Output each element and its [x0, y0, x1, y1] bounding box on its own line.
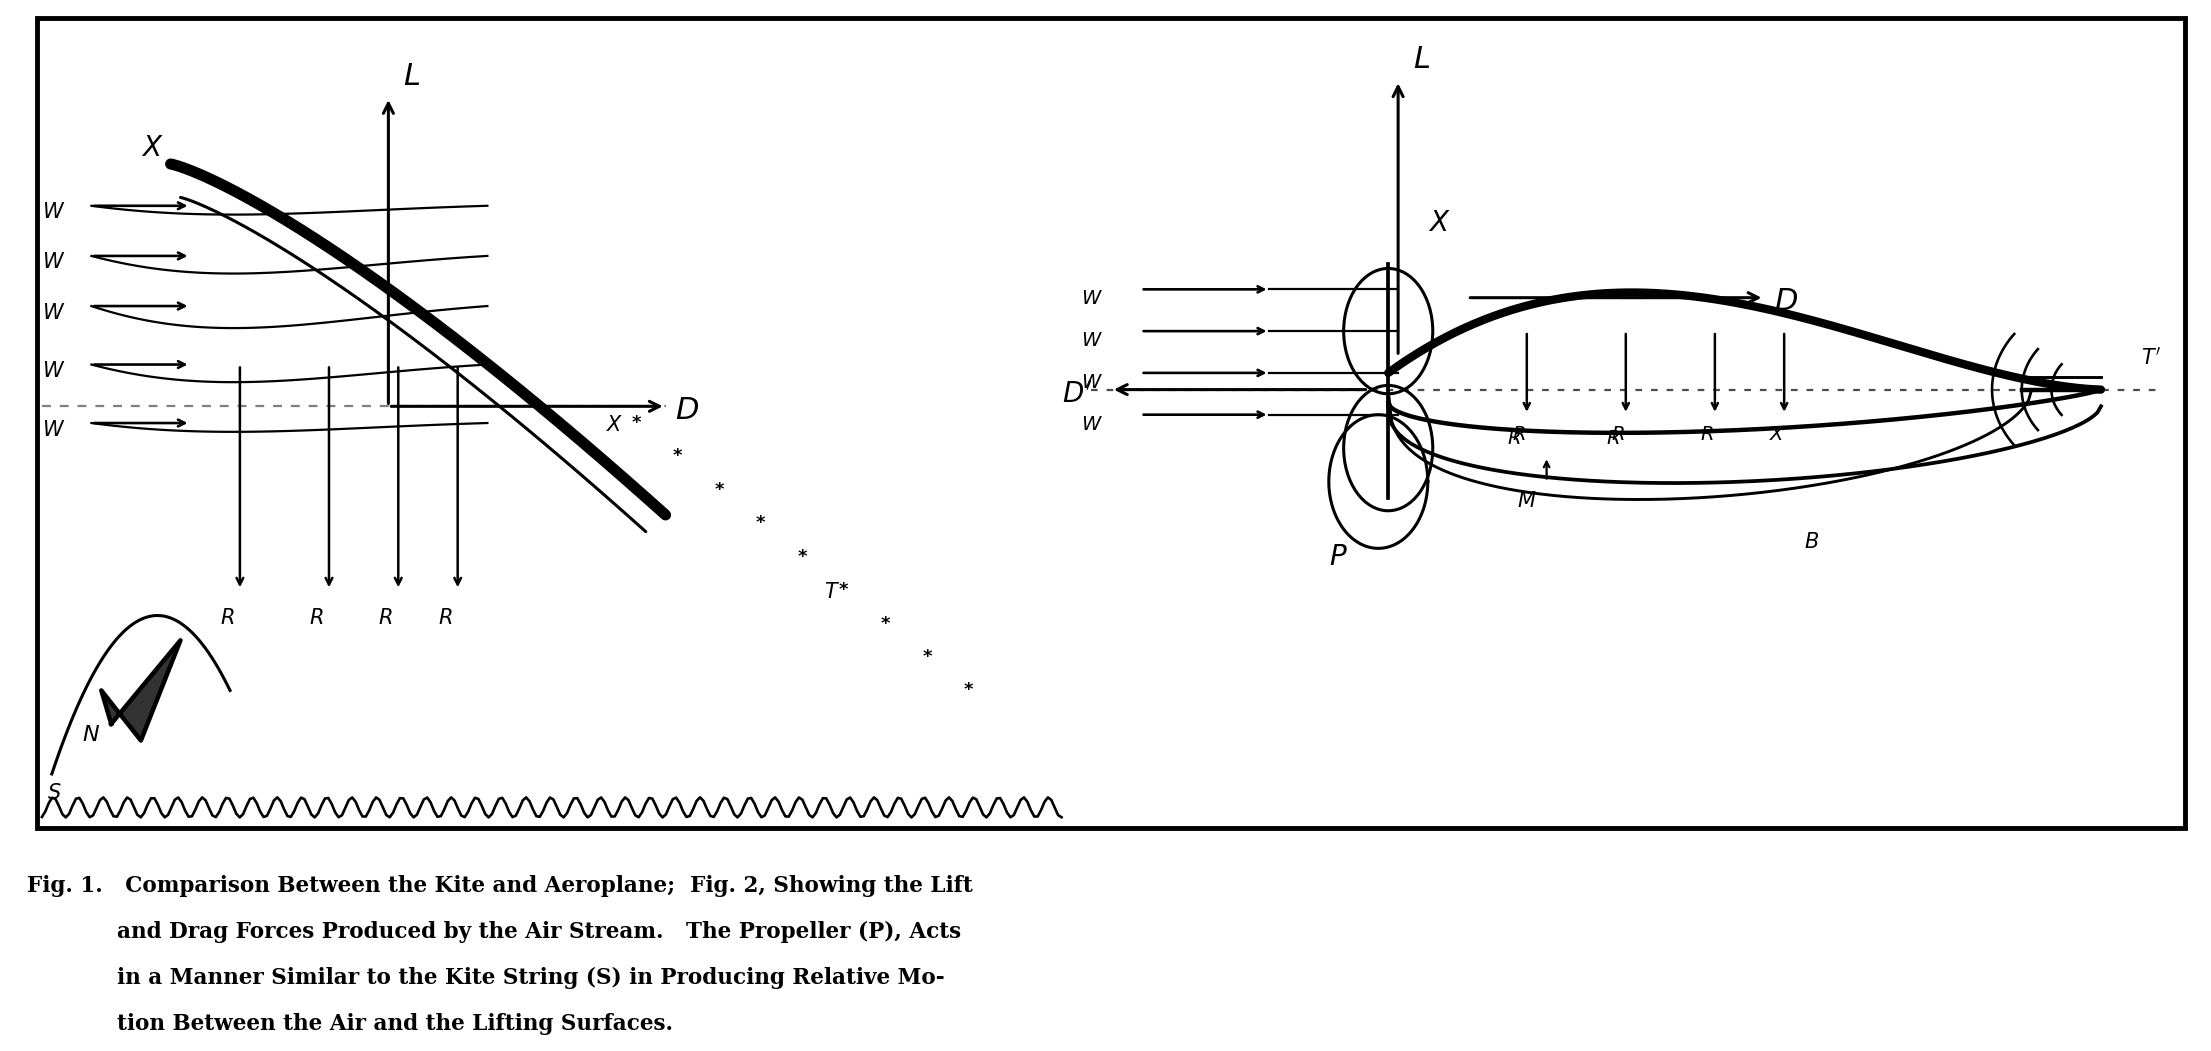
Text: and Drag Forces Produced by the Air Stream.   The Propeller (P), Acts: and Drag Forces Produced by the Air Stre…: [27, 921, 962, 944]
Text: $R$: $R$: [310, 607, 323, 627]
Text: $M$: $M$: [1517, 491, 1537, 511]
Text: $W$: $W$: [1081, 416, 1103, 434]
Text: $W$: $W$: [1081, 374, 1103, 392]
Text: $R$: $R$: [1700, 426, 1714, 444]
Text: $T'$: $T'$: [2140, 347, 2160, 369]
Text: $W$: $W$: [1081, 332, 1103, 350]
Text: tion Between the Air and the Lifting Surfaces.: tion Between the Air and the Lifting Sur…: [27, 1013, 672, 1035]
Text: $S$: $S$: [46, 783, 62, 803]
Text: $D$: $D$: [1773, 286, 1798, 317]
Text: *: *: [922, 648, 931, 666]
Text: *: *: [838, 581, 849, 599]
Text: $B$: $B$: [1804, 533, 1820, 553]
Text: $R$: $R$: [1512, 426, 1526, 444]
Polygon shape: [102, 640, 181, 741]
Text: $R$: $R$: [1605, 430, 1621, 448]
Text: $R$: $R$: [1508, 430, 1521, 448]
Text: $X$: $X$: [1428, 210, 1450, 236]
Text: $P$: $P$: [1329, 544, 1346, 571]
Text: $X$: $X$: [1769, 426, 1786, 444]
Text: $X$: $X$: [606, 415, 624, 435]
Text: *: *: [714, 481, 723, 499]
Text: $W$: $W$: [42, 419, 64, 439]
Text: $X$: $X$: [142, 135, 164, 162]
Text: Fig. 1.   Comparison Between the Kite and Aeroplane;  Fig. 2, Showing the Lift: Fig. 1. Comparison Between the Kite and …: [27, 875, 973, 898]
Text: $W$: $W$: [42, 252, 64, 272]
Text: $R$: $R$: [221, 607, 234, 627]
Text: $D'$: $D'$: [1061, 382, 1092, 408]
Text: $D$: $D$: [677, 395, 699, 426]
Text: *: *: [672, 448, 683, 466]
Text: $R$: $R$: [378, 607, 394, 627]
Text: $W$: $W$: [42, 203, 64, 223]
Text: *: *: [880, 615, 891, 633]
Text: *: *: [630, 414, 641, 432]
Text: $W$: $W$: [42, 362, 64, 382]
Text: in a Manner Similar to the Kite String (S) in Producing Relative Mo-: in a Manner Similar to the Kite String (…: [27, 967, 944, 989]
Text: $W$: $W$: [42, 303, 64, 323]
Text: $R$: $R$: [438, 607, 453, 627]
Text: $T$: $T$: [825, 582, 840, 602]
Text: $L$: $L$: [1413, 44, 1431, 75]
Text: *: *: [756, 514, 765, 532]
Text: $N$: $N$: [82, 723, 99, 745]
Text: *: *: [798, 548, 807, 565]
Text: $W$: $W$: [1081, 290, 1103, 308]
Text: $R$: $R$: [1612, 426, 1625, 444]
Text: $L$: $L$: [402, 61, 420, 91]
Text: *: *: [964, 681, 973, 699]
